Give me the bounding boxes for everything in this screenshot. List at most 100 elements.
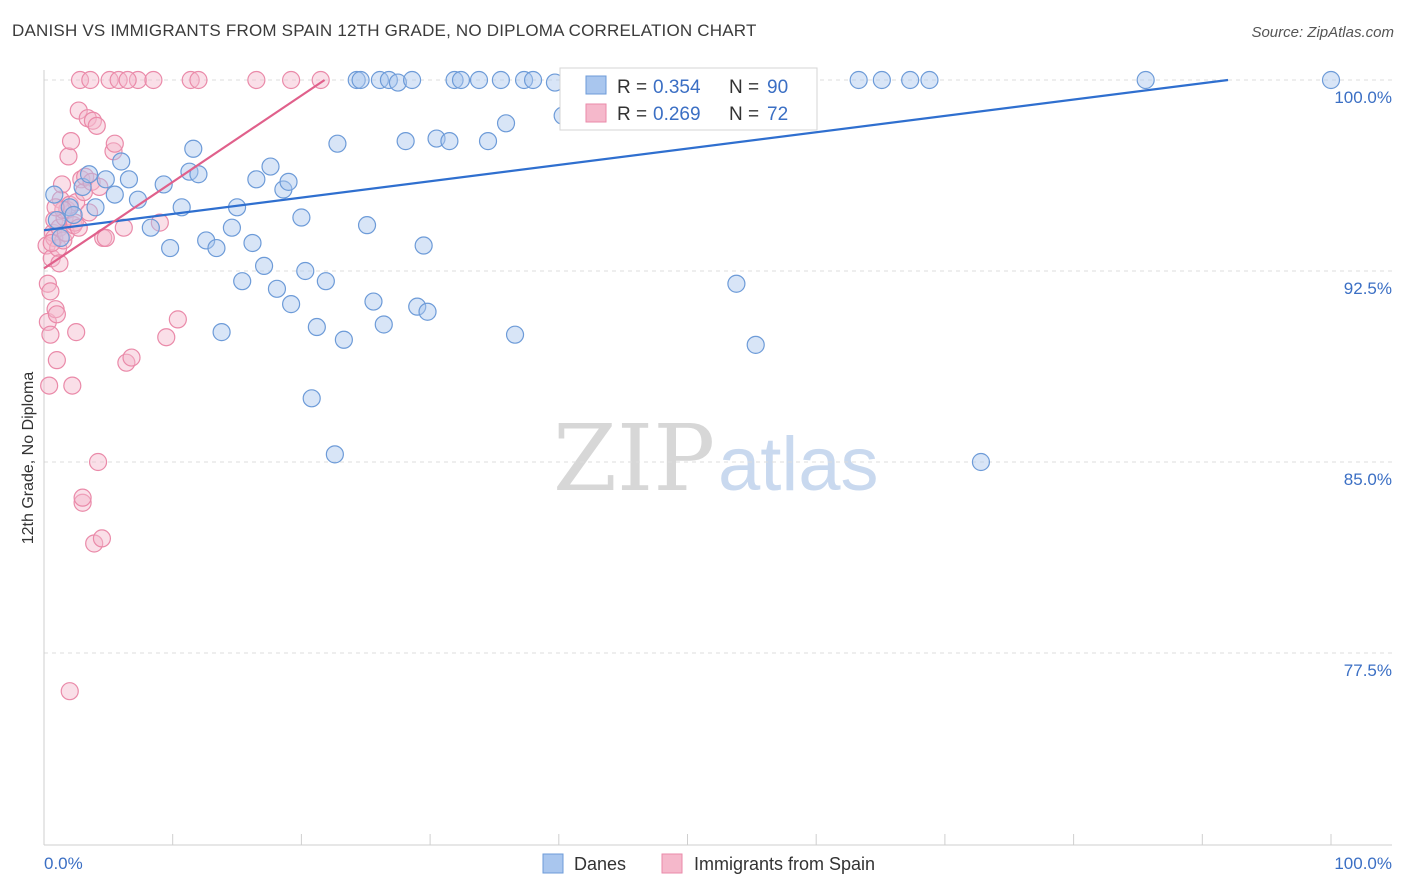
point-danes — [971, 452, 991, 472]
point-danes — [282, 295, 301, 314]
point-danes — [207, 238, 226, 258]
point-danes — [233, 272, 252, 291]
series-immigrants-from-spain — [37, 70, 330, 701]
y-tick-label: 77.5% — [1344, 661, 1392, 680]
x-ticks — [43, 834, 1332, 845]
point-danes — [388, 73, 408, 92]
watermark-zip: ZIP — [553, 405, 715, 512]
y-axis-title: 12th Grade, No Diploma — [20, 372, 37, 545]
y-tick-labels: 100.0% 92.5% 85.0% 77.5% — [1334, 88, 1392, 680]
point-danes — [325, 445, 344, 464]
source-label: Source: ZipAtlas.com — [1251, 24, 1394, 41]
legend-swatch-spain — [585, 103, 607, 123]
point-danes — [746, 335, 765, 354]
point-danes — [279, 172, 298, 191]
point-spain — [122, 348, 141, 367]
point-spain — [59, 147, 78, 166]
point-danes — [51, 228, 70, 247]
point-spain — [87, 116, 106, 135]
point-danes — [347, 70, 366, 90]
point-spain — [67, 323, 86, 342]
point-danes — [357, 216, 377, 235]
point-danes — [849, 70, 868, 90]
point-danes — [222, 218, 242, 237]
point-spain — [42, 233, 61, 253]
point-danes — [247, 170, 266, 189]
point-spain — [181, 70, 200, 90]
point-danes — [105, 185, 124, 204]
y-tick-label: 92.5% — [1344, 279, 1392, 298]
point-danes — [254, 256, 274, 276]
point-danes — [491, 70, 510, 90]
point-spain — [73, 493, 92, 512]
point-spain — [118, 70, 137, 90]
point-spain — [105, 134, 124, 153]
point-danes — [197, 231, 216, 250]
point-danes — [328, 134, 347, 153]
point-danes — [408, 297, 427, 316]
legend-n-value-spain: 72 — [767, 104, 788, 125]
point-spain — [70, 70, 90, 90]
legend-swatch-danes — [585, 75, 607, 95]
point-spain — [41, 325, 60, 344]
point-spain — [81, 70, 100, 90]
point-danes — [364, 292, 383, 311]
point-danes — [261, 157, 280, 176]
point-danes — [396, 132, 415, 151]
point-danes — [296, 261, 315, 281]
legend-n-label-danes: N = — [729, 77, 759, 98]
point-danes — [96, 170, 115, 189]
point-danes — [727, 274, 746, 293]
point-spain — [60, 682, 79, 701]
point-spain — [73, 488, 92, 507]
bottom-legend: Danes Immigrants from Spain — [542, 853, 875, 874]
bottom-legend-label-spain: Immigrants from Spain — [694, 854, 875, 874]
point-danes — [1321, 70, 1341, 90]
point-spain — [40, 376, 59, 395]
point-danes — [86, 198, 105, 217]
point-danes — [316, 272, 335, 291]
point-spain — [92, 529, 112, 548]
y-tick-label: 85.0% — [1344, 470, 1392, 489]
legend-n-label-spain: N = — [729, 104, 759, 125]
point-danes — [402, 70, 422, 90]
point-spain — [47, 351, 66, 370]
point-danes — [469, 70, 489, 90]
point-danes — [872, 70, 891, 90]
point-danes — [523, 70, 543, 90]
x-tick-label-max: 100.0% — [1334, 854, 1392, 873]
point-danes — [351, 70, 370, 90]
bottom-legend-label-danes: Danes — [574, 854, 626, 874]
point-danes — [212, 323, 231, 342]
point-spain — [52, 175, 72, 194]
legend-box: R = 0.354 N = 90 R = 0.269 N = 72 — [559, 67, 818, 131]
point-danes — [112, 152, 131, 171]
point-danes — [374, 315, 393, 334]
watermark-atlas: atlas — [718, 422, 879, 507]
point-danes — [414, 236, 433, 255]
point-danes — [1136, 70, 1155, 90]
gridlines — [44, 79, 1392, 654]
point-danes — [440, 132, 459, 151]
point-danes — [119, 170, 139, 189]
point-spain — [168, 310, 187, 329]
point-danes — [141, 218, 160, 237]
point-danes — [267, 279, 287, 298]
point-danes — [64, 205, 83, 225]
axes — [43, 70, 1392, 846]
legend-r-label-spain: R = — [617, 104, 647, 125]
point-danes — [307, 317, 326, 337]
chart-title: DANISH VS IMMIGRANTS FROM SPAIN 12TH GRA… — [12, 21, 757, 40]
point-danes — [901, 70, 920, 90]
point-danes — [418, 302, 437, 321]
point-spain — [47, 305, 66, 324]
point-spain — [96, 228, 115, 247]
trend-line-spain — [43, 79, 326, 270]
point-spain — [157, 328, 176, 347]
point-danes — [243, 233, 262, 253]
trend-line-danes — [43, 78, 1229, 232]
legend-r-value-danes: 0.354 — [653, 77, 701, 98]
point-danes — [184, 139, 203, 158]
point-spain — [61, 132, 81, 151]
